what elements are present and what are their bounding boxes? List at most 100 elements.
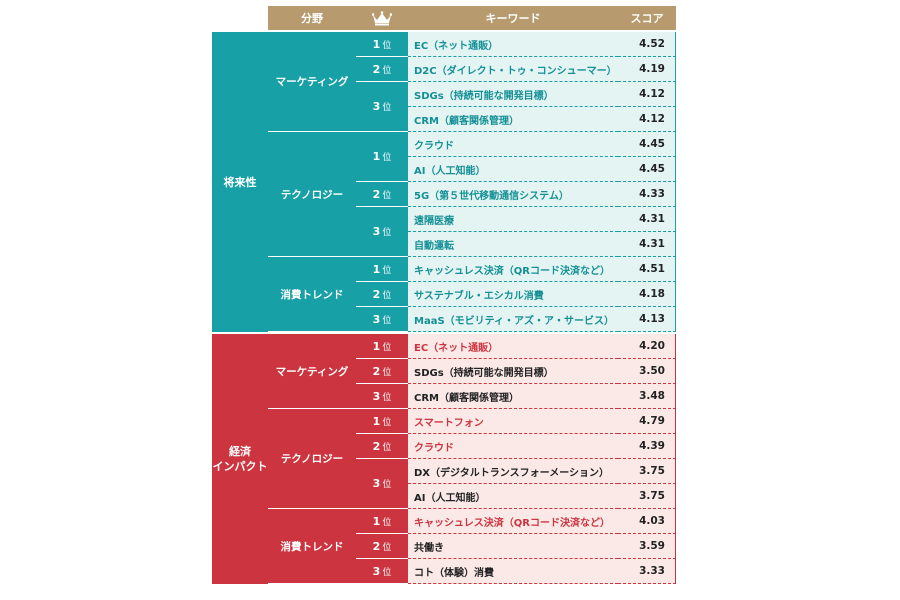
score-cell: 4.20 <box>618 334 676 359</box>
rank-number: 3 <box>372 225 381 238</box>
rank-number: 2 <box>372 187 381 201</box>
rank-unit: 位 <box>382 442 392 453</box>
rank-unit: 位 <box>382 190 392 201</box>
rank-unit: 位 <box>382 153 392 163</box>
keyword-cell: キャッシュレス決済（QRコード決済など） <box>408 509 618 534</box>
column-header-score: スコア <box>618 6 676 30</box>
score-cell: 4.12 <box>618 82 676 107</box>
rank-number: 1 <box>372 514 381 528</box>
score-cell: 4.39 <box>618 434 676 459</box>
field-label: 消費トレンド <box>268 509 356 584</box>
field-label: テクノロジー <box>268 409 356 509</box>
rank-unit: 位 <box>382 103 392 113</box>
keyword-cell: 自動運転 <box>408 232 618 257</box>
section-label-line: 経済 <box>229 445 251 458</box>
score-cell: 3.75 <box>618 459 676 484</box>
section-label-line: インパクト <box>212 460 268 473</box>
score-cell: 4.45 <box>618 157 676 182</box>
score-cell: 4.12 <box>618 107 676 132</box>
rank-number: 3 <box>372 312 381 326</box>
rank-number: 1 <box>372 37 381 51</box>
score-cell: 4.33 <box>618 182 676 207</box>
rank-number: 2 <box>372 287 381 301</box>
keyword-cell: EC（ネット通販） <box>408 334 618 359</box>
rank-unit: 位 <box>382 315 392 326</box>
keyword-cell: CRM（顧客関係管理） <box>408 107 618 132</box>
rank-unit: 位 <box>382 290 392 301</box>
rank-unit: 位 <box>382 40 392 51</box>
score-cell: 3.48 <box>618 384 676 409</box>
rank-number: 1 <box>372 414 381 428</box>
rank-unit: 位 <box>382 367 392 378</box>
rank-number: 2 <box>372 364 381 378</box>
score-cell: 3.33 <box>618 559 676 584</box>
rank-number: 3 <box>372 389 381 403</box>
keyword-cell: SDGs（持続可能な開発目標） <box>408 359 618 384</box>
score-cell: 3.59 <box>618 534 676 559</box>
keyword-cell: 5G（第５世代移動通信システム） <box>408 182 618 207</box>
keyword-cell: 共働き <box>408 534 618 559</box>
keyword-cell: コト（体験）消費 <box>408 559 618 584</box>
rank-unit: 位 <box>382 228 392 238</box>
score-cell: 3.75 <box>618 484 676 509</box>
rank-number: 2 <box>372 439 381 453</box>
keyword-cell: AI（人工知能） <box>408 484 618 509</box>
rank-unit: 位 <box>382 567 392 578</box>
column-header-rank <box>356 6 408 30</box>
rank-unit: 位 <box>382 417 392 428</box>
rank-number: 1 <box>372 150 381 163</box>
score-cell: 3.50 <box>618 359 676 384</box>
score-cell: 4.52 <box>618 32 676 57</box>
column-header-field: 分野 <box>268 6 356 30</box>
score-cell: 4.45 <box>618 132 676 157</box>
field-label: マーケティング <box>268 32 356 132</box>
keyword-cell: EC（ネット通販） <box>408 32 618 57</box>
keyword-cell: クラウド <box>408 434 618 459</box>
section-label: 経済 インパクト <box>212 334 268 584</box>
rank-number: 3 <box>372 100 381 113</box>
rank-unit: 位 <box>382 65 392 76</box>
score-cell: 4.18 <box>618 282 676 307</box>
keyword-cell: キャッシュレス決済（QRコード決済など） <box>408 257 618 282</box>
keyword-cell: AI（人工知能） <box>408 157 618 182</box>
keyword-cell: スマートフォン <box>408 409 618 434</box>
score-cell: 4.31 <box>618 232 676 257</box>
keyword-cell: SDGs（持続可能な開発目標） <box>408 82 618 107</box>
keyword-cell: CRM（顧客関係管理） <box>408 384 618 409</box>
keyword-cell: MaaS（モビリティ・アズ・ア・サービス） <box>408 307 618 332</box>
crown-icon <box>372 10 392 25</box>
ranking-table: 分野 キーワード スコア 将来性 マーケティング 1 位 EC（ネット通販） 4.52 2 位 D2C… <box>212 6 676 586</box>
rank-unit: 位 <box>382 542 392 553</box>
keyword-cell: D2C（ダイレクト・トゥ・コンシューマー） <box>408 57 618 82</box>
keyword-cell: 遠隔医療 <box>408 207 618 232</box>
rank-unit: 位 <box>382 265 392 276</box>
rank-number: 1 <box>372 262 381 276</box>
section-label-line: 将来性 <box>223 175 257 189</box>
field-label: テクノロジー <box>268 132 356 257</box>
score-cell: 4.79 <box>618 409 676 434</box>
score-cell: 4.13 <box>618 307 676 332</box>
rank-unit: 位 <box>382 517 392 528</box>
rank-number: 3 <box>372 477 381 490</box>
score-cell: 4.03 <box>618 509 676 534</box>
keyword-cell: DX（デジタルトランスフォーメーション） <box>408 459 618 484</box>
rank-number: 3 <box>372 564 381 578</box>
rank-number: 2 <box>372 539 381 553</box>
